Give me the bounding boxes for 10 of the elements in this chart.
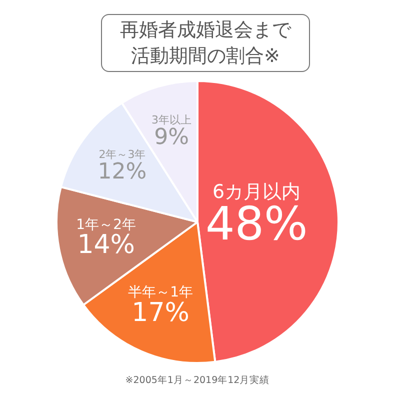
text: ※2005年1月～2019年12月実績	[124, 374, 271, 387]
data-label: 14%	[77, 230, 135, 260]
data-label: 9%	[154, 124, 189, 150]
data-label: 17%	[132, 298, 190, 328]
slice-label: 2年～3年	[98, 148, 146, 162]
chart-title: 再婚者成婚退会まで活動期間の割合※	[101, 14, 310, 72]
data-label: 12%	[98, 160, 147, 185]
slice-label: 1年～2年	[76, 216, 136, 233]
slice-label: 3年以上	[152, 113, 192, 126]
slice-label: 半年～1年	[128, 284, 193, 301]
